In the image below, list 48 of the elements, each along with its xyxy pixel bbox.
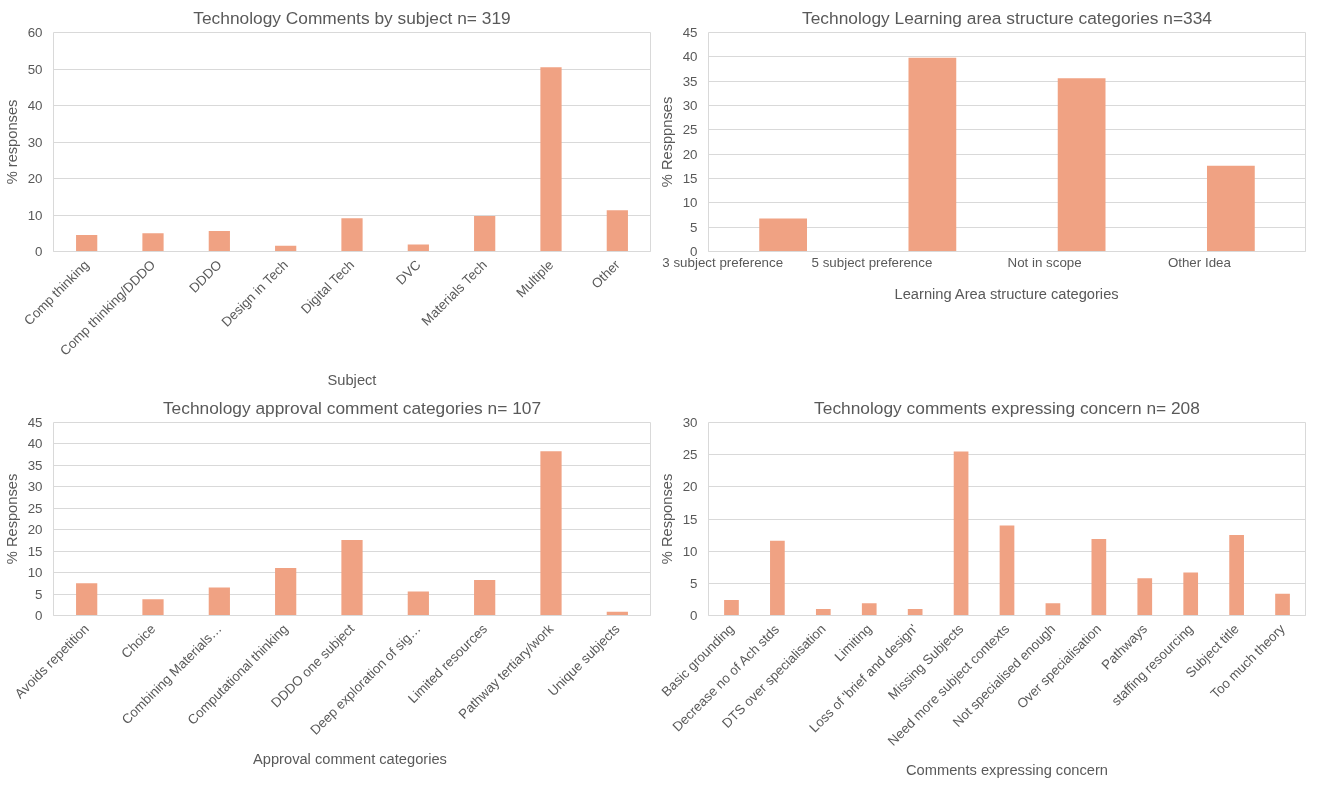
x-axis-title: Approval comment categories — [253, 750, 447, 767]
y-tick-label: 40 — [682, 49, 698, 65]
y-tick-label: 15 — [682, 511, 698, 527]
y-tick-label: 0 — [35, 608, 43, 623]
y-tick-label: 45 — [682, 25, 698, 40]
y-tick-label: 40 — [27, 98, 43, 113]
x-axis-title: Learning Area structure categories — [894, 285, 1119, 302]
y-tick-label: 20 — [682, 479, 698, 495]
y-tick-label: 0 — [35, 244, 43, 259]
chart-title: Technology Learning area structure categories n=334 — [802, 7, 1213, 28]
chart-title: Technology comments expressing concern n= 208 — [814, 397, 1200, 418]
chart-title: Technology approval comment categories n= 107 — [162, 397, 542, 418]
x-axis-title: Subject — [327, 371, 377, 388]
y-tick-label: 60 — [27, 25, 43, 40]
chart-title: Technology Comments by subject n= 319 — [193, 7, 511, 28]
y-tick-label: 10 — [682, 543, 698, 559]
y-tick-label: 15 — [682, 171, 698, 186]
y-tick-label: 10 — [682, 195, 698, 211]
y-tick-label: 25 — [27, 500, 43, 516]
y-tick-label: 10 — [27, 565, 43, 581]
y-tick-label: 35 — [27, 457, 43, 473]
y-tick-label: 30 — [27, 134, 43, 150]
x-tick-label: 5 subject preference — [811, 255, 933, 270]
y-tick-label: 20 — [27, 171, 43, 186]
y-tick-label: 25 — [682, 122, 698, 138]
y-tick-label: 5 — [690, 219, 698, 235]
y-axis-title: % Resppnses — [658, 96, 675, 188]
y-axis-title: % Responses — [3, 473, 20, 565]
y-tick-label: 25 — [682, 447, 698, 463]
y-tick-label: 30 — [682, 98, 698, 113]
y-tick-label: 40 — [27, 436, 43, 452]
y-tick-label: 30 — [682, 415, 698, 430]
y-axis-title: % Responses — [658, 473, 675, 565]
y-tick-label: 50 — [27, 61, 43, 77]
y-tick-label: 15 — [27, 543, 43, 559]
y-tick-label: 5 — [690, 575, 698, 591]
y-tick-label: 45 — [27, 415, 43, 430]
y-tick-label: 20 — [682, 146, 698, 162]
x-axis-title: Comments expressing concern — [905, 761, 1109, 778]
y-tick-label: 30 — [27, 479, 43, 495]
y-axis-title: % responses — [3, 99, 20, 185]
x-tick-label: Not in scope — [1007, 255, 1082, 270]
y-tick-label: 0 — [690, 608, 698, 623]
y-tick-label: 35 — [682, 73, 698, 89]
y-tick-label: 10 — [27, 207, 43, 223]
y-tick-label: 20 — [27, 522, 43, 538]
x-tick-label: Other Idea — [1167, 255, 1232, 270]
y-tick-label: 5 — [35, 586, 43, 602]
